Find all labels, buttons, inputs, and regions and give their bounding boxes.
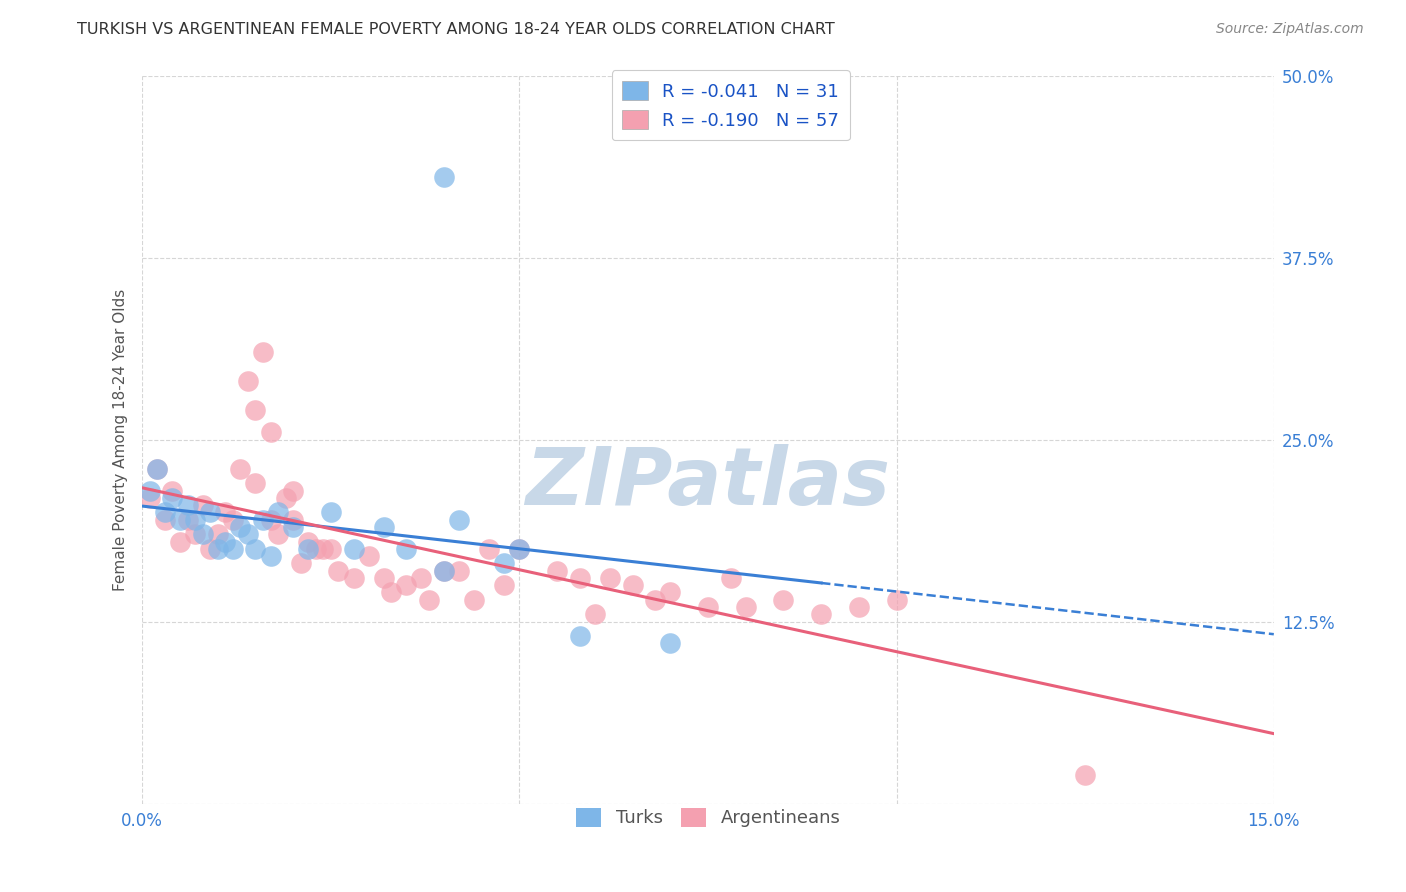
Point xyxy=(229,461,252,475)
Point xyxy=(449,513,471,527)
Point xyxy=(772,592,794,607)
Point xyxy=(508,541,530,556)
Point xyxy=(599,571,621,585)
Point xyxy=(139,491,162,505)
Point xyxy=(207,541,229,556)
Point xyxy=(621,578,644,592)
Point xyxy=(236,375,259,389)
Point xyxy=(319,541,342,556)
Point xyxy=(162,483,184,498)
Point xyxy=(267,505,290,519)
Point xyxy=(176,513,198,527)
Point xyxy=(449,564,471,578)
Point xyxy=(463,592,485,607)
Point xyxy=(659,636,682,650)
Point xyxy=(259,513,281,527)
Point xyxy=(342,571,364,585)
Point xyxy=(342,541,364,556)
Point xyxy=(734,600,756,615)
Point xyxy=(848,600,870,615)
Point xyxy=(810,607,832,622)
Point xyxy=(191,527,214,541)
Point xyxy=(290,557,312,571)
Point xyxy=(357,549,380,563)
Point xyxy=(418,592,440,607)
Point xyxy=(644,592,666,607)
Point xyxy=(478,541,501,556)
Point xyxy=(297,534,319,549)
Point xyxy=(546,564,568,578)
Point xyxy=(583,607,606,622)
Point xyxy=(411,571,433,585)
Point xyxy=(494,557,516,571)
Point xyxy=(305,541,328,556)
Point xyxy=(245,476,267,491)
Point xyxy=(245,403,267,417)
Point xyxy=(659,585,682,599)
Text: TURKISH VS ARGENTINEAN FEMALE POVERTY AMONG 18-24 YEAR OLDS CORRELATION CHART: TURKISH VS ARGENTINEAN FEMALE POVERTY AM… xyxy=(77,22,835,37)
Point xyxy=(139,483,162,498)
Point xyxy=(395,541,418,556)
Point xyxy=(720,571,742,585)
Point xyxy=(236,527,259,541)
Point xyxy=(229,520,252,534)
Point xyxy=(252,513,274,527)
Point xyxy=(494,578,516,592)
Point xyxy=(191,498,214,512)
Point xyxy=(373,571,395,585)
Point xyxy=(568,571,591,585)
Point xyxy=(380,585,402,599)
Point xyxy=(169,534,191,549)
Point xyxy=(297,541,319,556)
Legend: Turks, Argentineans: Turks, Argentineans xyxy=(568,800,848,835)
Point xyxy=(259,549,281,563)
Point xyxy=(214,534,236,549)
Point xyxy=(207,527,229,541)
Point xyxy=(433,564,456,578)
Point xyxy=(153,513,176,527)
Point xyxy=(259,425,281,440)
Point xyxy=(433,170,456,185)
Point xyxy=(274,491,297,505)
Text: Source: ZipAtlas.com: Source: ZipAtlas.com xyxy=(1216,22,1364,37)
Point xyxy=(373,520,395,534)
Point xyxy=(697,600,720,615)
Point xyxy=(508,541,530,556)
Point xyxy=(328,564,350,578)
Point xyxy=(395,578,418,592)
Point xyxy=(245,541,267,556)
Y-axis label: Female Poverty Among 18-24 Year Olds: Female Poverty Among 18-24 Year Olds xyxy=(114,288,128,591)
Text: ZIPatlas: ZIPatlas xyxy=(526,444,890,523)
Point xyxy=(312,541,335,556)
Point xyxy=(153,505,176,519)
Point xyxy=(319,505,342,519)
Point xyxy=(162,491,184,505)
Point xyxy=(886,592,908,607)
Point xyxy=(184,513,207,527)
Point xyxy=(252,345,274,359)
Point xyxy=(283,520,305,534)
Point xyxy=(214,505,236,519)
Point xyxy=(283,483,305,498)
Point xyxy=(184,527,207,541)
Point xyxy=(1074,767,1097,781)
Point xyxy=(200,541,222,556)
Point xyxy=(267,527,290,541)
Point xyxy=(176,498,198,512)
Point xyxy=(222,541,245,556)
Point xyxy=(283,513,305,527)
Point xyxy=(200,505,222,519)
Point xyxy=(146,461,169,475)
Point xyxy=(433,564,456,578)
Point xyxy=(568,629,591,643)
Point xyxy=(222,513,245,527)
Point xyxy=(146,461,169,475)
Point xyxy=(169,513,191,527)
